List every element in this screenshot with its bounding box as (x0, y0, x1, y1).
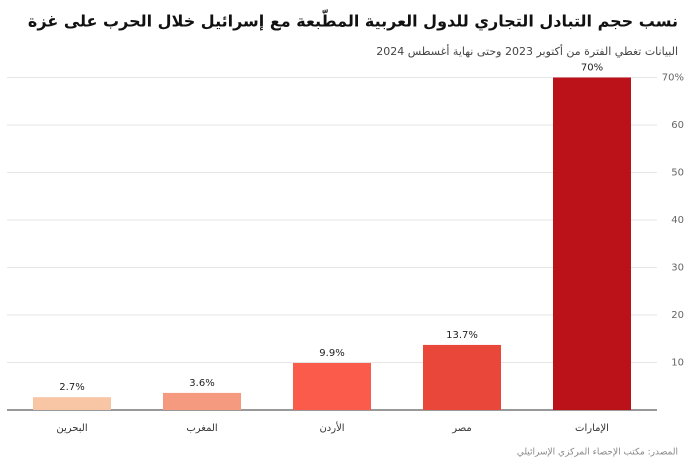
bar (553, 77, 631, 410)
x-tick-label: الأردن (319, 421, 344, 434)
x-tick-label: المغرب (186, 423, 217, 434)
x-tick-label: الإمارات (575, 423, 609, 434)
chart-subtitle: البيانات تغطي الفترة من أكتوبر 2023 وحتى… (376, 44, 678, 58)
bar (33, 397, 111, 410)
value-label: 70% (581, 63, 603, 74)
y-tick-label: 70% (662, 73, 684, 84)
x-tick-label: مصر (451, 423, 472, 434)
value-label: 3.6% (189, 378, 214, 389)
y-tick-label: 40 (671, 215, 684, 226)
x-tick-label: البحرين (56, 423, 87, 434)
y-tick-label: 20 (671, 310, 684, 321)
value-label: 13.7% (446, 330, 478, 341)
y-tick-label: 50 (671, 168, 684, 179)
bar (293, 362, 371, 410)
y-tick-label: 10 (671, 358, 684, 369)
bar (423, 344, 501, 410)
source: المصدر: مكتب الإحصاء المركزي الإسرائيلي (517, 448, 678, 458)
y-tick-label: 60 (671, 120, 684, 131)
value-label: 9.9% (319, 348, 344, 359)
chart-title: نسب حجم التبادل التجاري للدول العربية ال… (28, 8, 678, 32)
value-label: 2.7% (59, 382, 84, 393)
y-tick-label: 30 (671, 263, 684, 274)
bar (163, 392, 241, 410)
